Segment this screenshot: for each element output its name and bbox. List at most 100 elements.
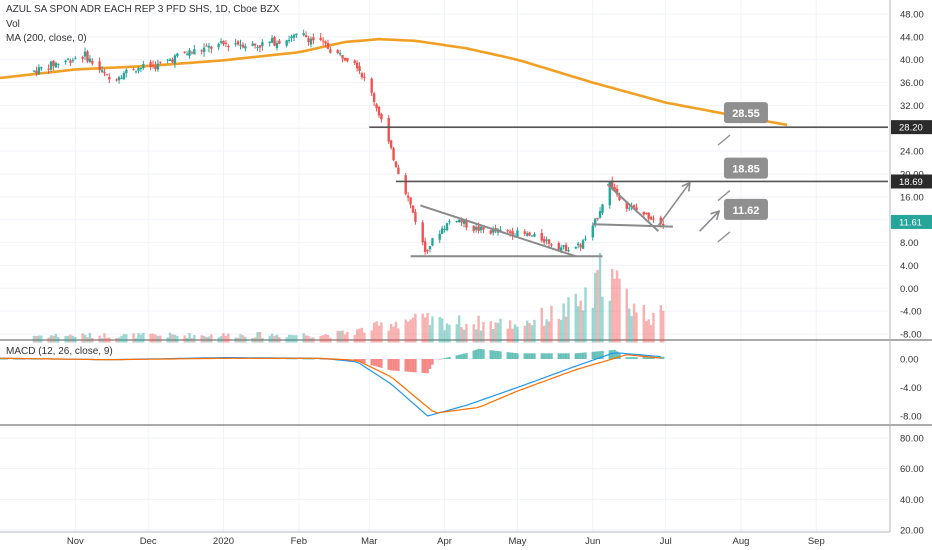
volume-bar [377,325,381,343]
volume-bar [445,323,449,343]
macd-histogram-bar [550,353,553,359]
candle-body [613,187,616,191]
macd-histogram-bar [380,359,383,368]
candle-body [545,239,548,241]
volume-bar [584,287,587,343]
volume-bar [66,335,70,343]
macd-histogram-bar [662,356,665,359]
volume-bar [32,335,36,343]
volume-bar [508,320,512,343]
volume-bar [71,335,75,343]
volume-bar [499,318,502,343]
macd-histogram-bar [540,353,543,359]
candle-body [304,35,308,38]
candle-body [307,38,310,43]
chart-grid [0,0,932,533]
candle-body [40,67,43,69]
candle-body [642,211,645,215]
volume-bar [550,305,553,343]
candle-body [557,243,560,250]
candle-body [202,47,206,53]
candle-body [258,45,262,48]
candle-body [574,246,577,249]
candle-body [52,60,55,67]
macd-histogram-bar [18,359,21,360]
macd-histogram-bar [375,359,378,367]
price-tick-label: 16.00 [900,192,924,203]
macd-histogram-bar [372,359,376,366]
macd-histogram-bar [319,359,322,360]
macd-histogram-bar [3,359,7,360]
volume-bar [406,321,410,343]
macd-histogram-bar [448,356,451,359]
macd-histogram-bar [635,357,638,359]
callout-pointer [717,134,731,146]
volume-bar [304,335,308,343]
macd-histogram-bar [523,353,526,359]
volume-bar [448,324,451,343]
candle-body [122,73,126,80]
candle-body [389,140,393,148]
candle-body [506,230,509,232]
macd-histogram-bar [525,353,529,359]
candle-body [324,41,327,44]
macd-histogram-bar [557,353,560,359]
volume-bar [205,336,208,343]
candle-body [125,69,128,74]
candle-body [397,167,400,174]
volume-bar [108,337,111,343]
volume-bar [516,326,519,343]
volume-bar [528,322,531,343]
candle-body [100,70,104,72]
candle-body [338,52,342,55]
macd-histogram-bar [426,359,429,374]
macd-histogram-bar [6,359,9,360]
chart-axes: 48.0044.0040.0036.0032.0028.0024.0020.00… [67,10,932,547]
volume-bar [292,335,296,343]
candle-body [168,59,172,62]
candle-body [474,227,478,230]
candle-body [256,47,259,49]
candle-body [428,246,432,250]
volume-bar [472,324,475,343]
volume-bar [49,335,53,343]
volume-bar [611,268,614,343]
candle-body [460,220,463,223]
macd-histogram-bar [506,352,509,359]
candle-body [207,45,211,48]
macd-histogram-bar [355,359,359,362]
trendline [606,183,660,232]
volume-bar [353,335,356,343]
volume-bar [210,334,213,343]
volume-bar [632,303,636,343]
candle-body [275,42,279,48]
volume-bar [324,334,327,343]
candle-body [375,104,378,109]
candle-body [86,51,89,62]
candle-body [360,73,364,78]
candle-body [533,233,536,237]
volume-bar [414,313,417,343]
candle-body [241,44,245,48]
volume-bar [142,332,145,343]
volume-bar [258,331,262,343]
macd-histogram-bar [645,356,648,359]
time-tick-label: Sep [808,536,825,547]
volume-bar [409,319,412,343]
candle-body [615,188,619,195]
level-price-badge: 18.69 [899,177,923,188]
volume-bar [239,334,242,343]
candle-body [421,222,424,243]
candle-body [353,60,356,63]
volume-bar [596,269,599,343]
macd-histogram-bar [559,353,563,359]
candle-body [394,161,398,167]
indicator-lines [0,37,788,417]
candle-body [462,220,466,224]
volume-bar [183,335,186,343]
volume-bar [594,272,597,343]
candle-body [224,42,228,44]
rsi-tick-label: 60.00 [900,464,924,475]
macd-tick-label: -4.00 [900,383,922,394]
